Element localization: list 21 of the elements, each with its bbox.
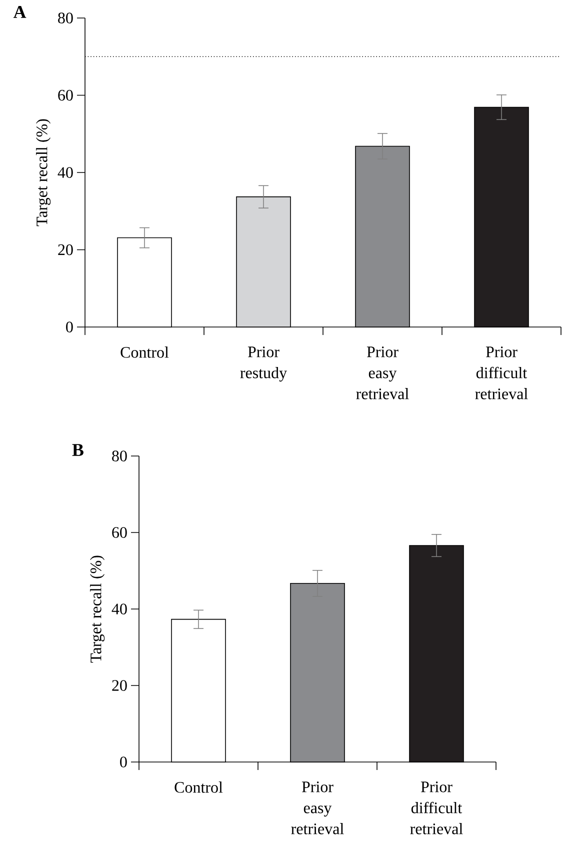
y-axis-title: Target recall (%) bbox=[90, 556, 105, 663]
chart-title: A bbox=[13, 6, 26, 18]
y-tick-label: 60 bbox=[58, 90, 73, 101]
y-tick-label: 80 bbox=[112, 450, 127, 462]
y-tick-label: 80 bbox=[58, 12, 73, 24]
y-axis-title: Target recall (%) bbox=[36, 119, 51, 226]
y-tick-label: 20 bbox=[112, 680, 127, 691]
x-tick-label: Prior difficult retrieval bbox=[475, 346, 528, 400]
x-tick-label: Prior easy retrieval bbox=[356, 346, 409, 400]
y-tick-label: 20 bbox=[58, 244, 73, 256]
chart-title: B bbox=[72, 444, 84, 456]
y-tick-label: 60 bbox=[112, 527, 127, 538]
y-tick-label: 0 bbox=[66, 322, 73, 332]
y-tick-label: 40 bbox=[58, 167, 73, 178]
x-tick-label: Control bbox=[120, 346, 169, 358]
x-tick-label: Prior difficult retrieval bbox=[410, 782, 463, 834]
x-tick-label: Control bbox=[174, 782, 223, 793]
x-tick-label: Prior restudy bbox=[240, 346, 287, 382]
y-tick-label: 40 bbox=[112, 604, 127, 614]
x-tick-label: Prior easy retrieval bbox=[291, 782, 344, 834]
y-tick-label: 0 bbox=[120, 756, 127, 768]
